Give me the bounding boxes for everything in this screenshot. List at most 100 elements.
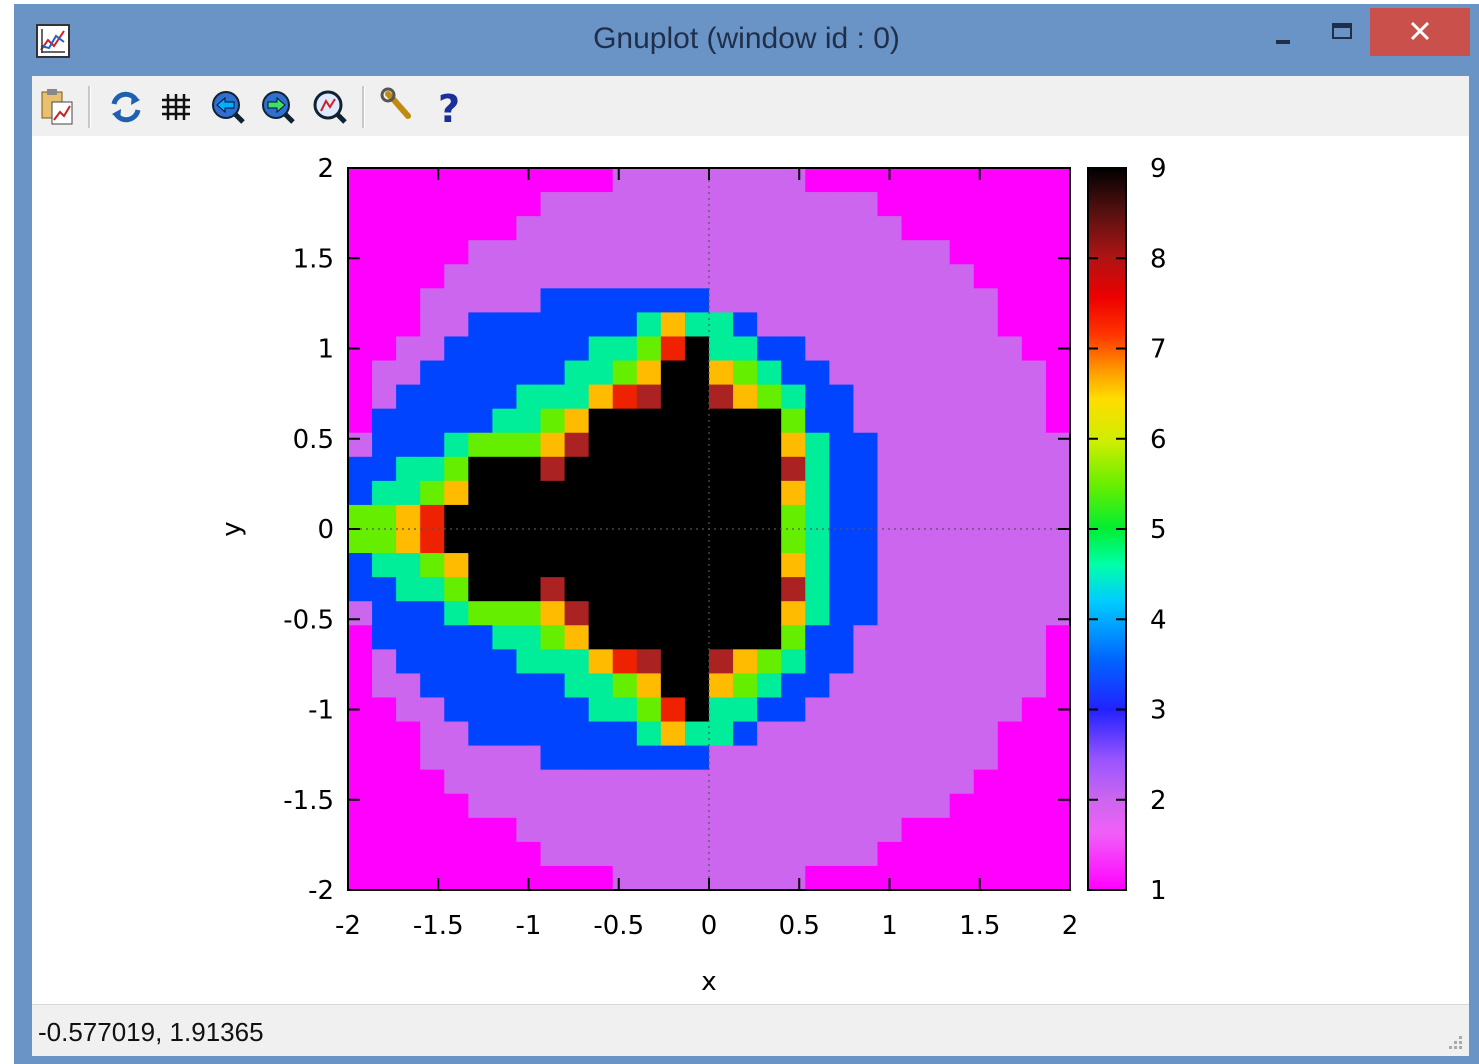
copy-to-clipboard-button[interactable]: [38, 86, 78, 128]
heatmap-cell: [588, 336, 614, 362]
heatmap-cell: [636, 384, 662, 410]
heatmap-cell: [709, 745, 734, 771]
heatmap-cell: [444, 240, 469, 265]
y-tick-label: -1: [308, 696, 334, 726]
heatmap-cell: [468, 841, 493, 867]
heatmap-cell: [709, 360, 734, 386]
heatmap-cell: [733, 601, 758, 626]
heatmap-cell: [757, 192, 782, 217]
heatmap-cell: [420, 553, 445, 578]
heatmap-cell: [997, 769, 1023, 795]
heatmap-cell: [396, 865, 421, 891]
heatmap-cell: [997, 553, 1023, 578]
heatmap-cell: [1045, 745, 1071, 771]
heatmap-cell: [588, 504, 614, 530]
heatmap-cell: [444, 745, 469, 771]
heatmap-cell: [684, 240, 710, 265]
heatmap-cell: [901, 288, 927, 313]
close-button[interactable]: [1370, 8, 1470, 56]
heatmap-cell: [372, 288, 397, 313]
heatmap-cell: [1021, 336, 1047, 362]
heatmap-cell: [564, 360, 590, 386]
heatmap-cell: [516, 553, 542, 578]
heatmap-cell: [372, 721, 397, 747]
replot-button[interactable]: [106, 86, 146, 128]
heatmap-cell: [805, 625, 830, 650]
heatmap-cell: [781, 817, 806, 843]
help-button[interactable]: ?: [430, 86, 470, 131]
heatmap-cell: [444, 336, 469, 362]
heatmap-cell: [564, 649, 590, 674]
heatmap-cell: [1021, 697, 1047, 723]
heatmap-cell: [1021, 216, 1047, 241]
heatmap-cell: [949, 384, 975, 410]
heatmap-cell: [468, 529, 493, 554]
next-zoom-button[interactable]: [258, 86, 298, 128]
heatmap-cell: [781, 769, 806, 795]
heatmap-cell: [1045, 769, 1071, 795]
heatmap-cell: [660, 384, 686, 410]
previous-zoom-button[interactable]: [208, 86, 248, 128]
heatmap-cell: [757, 312, 782, 338]
heatmap-cell: [1021, 673, 1047, 699]
heatmap-cell: [949, 529, 975, 554]
heatmap-cell: [781, 841, 806, 867]
heatmap-cell: [1045, 577, 1071, 602]
heatmap-cell: [733, 168, 758, 193]
minimize-button[interactable]: [1256, 8, 1312, 56]
heatmap-cell: [516, 504, 542, 530]
heatmap-cell: [396, 456, 421, 482]
heatmap-cell: [829, 312, 854, 338]
grid-button[interactable]: [156, 86, 196, 128]
heatmap-cell: [973, 817, 999, 843]
heatmap-cell: [564, 577, 590, 602]
heatmap-cell: [444, 721, 469, 747]
mandelbrot-heatmap[interactable]: -2 -1.5 -1 -0.5 0 0.5 1 1.5 2 2 1.5 1 0.5 0 -0.5 -1 -1.5…: [32, 136, 1469, 1004]
heatmap-cell: [997, 312, 1023, 338]
heatmap-cell: [660, 649, 686, 674]
heatmap-cell: [877, 793, 903, 819]
heatmap-cell: [973, 288, 999, 313]
heatmap-cell: [1021, 577, 1047, 602]
heatmap-cell: [829, 240, 854, 265]
gnuplot-app-icon[interactable]: [36, 24, 70, 58]
heatmap-cell: [1021, 529, 1047, 554]
maximize-button[interactable]: [1314, 8, 1370, 56]
heatmap-cell: [540, 577, 566, 602]
heatmap-cell: [997, 529, 1023, 554]
heatmap-cell: [973, 769, 999, 795]
heatmap-cell: [709, 577, 734, 602]
heatmap-cell: [925, 625, 951, 650]
heatmap-cell: [853, 721, 879, 747]
heatmap-cell: [997, 697, 1023, 723]
heatmap-cell: [901, 817, 927, 843]
heatmap-cell: [949, 480, 975, 506]
heatmap-cell: [420, 216, 445, 241]
heatmap-cell: [949, 841, 975, 867]
heatmap-cell: [612, 649, 638, 674]
heatmap-cell: [997, 384, 1023, 410]
heatmap-cell: [973, 673, 999, 699]
heatmap-cell: [660, 432, 686, 458]
resize-grip-icon[interactable]: [1447, 1034, 1465, 1052]
heatmap-cell: [997, 841, 1023, 867]
heatmap-cell: [492, 192, 518, 217]
heatmap-cell: [612, 504, 638, 530]
plot-area[interactable]: -2 -1.5 -1 -0.5 0 0.5 1 1.5 2 2 1.5 1 0.5 0 -0.5 -1 -1.5…: [32, 136, 1469, 1004]
heatmap-cell: [468, 312, 493, 338]
heatmap-cell: [612, 865, 638, 891]
heatmap-cell: [396, 649, 421, 674]
heatmap-cell: [516, 793, 542, 819]
heatmap-cell: [997, 649, 1023, 674]
heatmap-cell: [372, 793, 397, 819]
options-button[interactable]: [378, 86, 418, 128]
heatmap-cell: [997, 817, 1023, 843]
heatmap-cell: [1021, 288, 1047, 313]
heatmap-cell: [444, 625, 469, 650]
heatmap-cell: [444, 601, 469, 626]
heatmap-cell: [636, 817, 662, 843]
heatmap-cell: [612, 841, 638, 867]
heatmap-cell: [1045, 529, 1071, 554]
autoscale-button[interactable]: [310, 86, 350, 128]
title-bar[interactable]: Gnuplot (window id : 0): [14, 4, 1479, 76]
